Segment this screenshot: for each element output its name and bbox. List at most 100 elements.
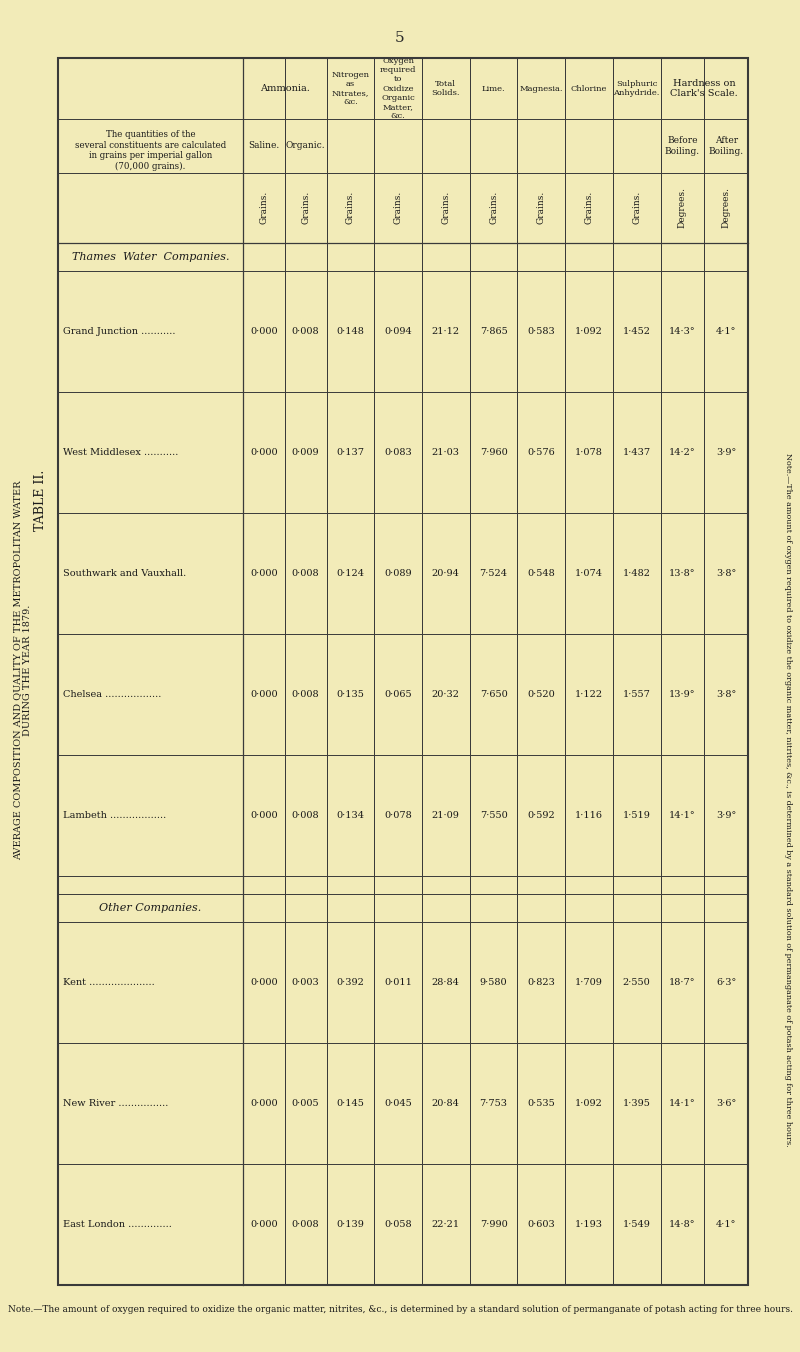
Text: 7·865: 7·865 [480, 327, 507, 337]
Text: 0·139: 0·139 [337, 1220, 364, 1229]
Text: East London ..............: East London .............. [63, 1220, 172, 1229]
Text: 0·000: 0·000 [250, 977, 278, 987]
Text: 1·122: 1·122 [575, 690, 603, 699]
Text: West Middlesex ...........: West Middlesex ........... [63, 448, 178, 457]
Text: 7·550: 7·550 [480, 811, 507, 821]
Text: 7·753: 7·753 [479, 1099, 507, 1109]
Text: Degrees.: Degrees. [678, 188, 687, 228]
Text: 1·116: 1·116 [575, 811, 603, 821]
Text: 0·058: 0·058 [384, 1220, 412, 1229]
Text: Oxygen
required
to
Oxidize
Organic
Matter,
&c.: Oxygen required to Oxidize Organic Matte… [380, 57, 416, 120]
Text: 1·557: 1·557 [622, 690, 650, 699]
Text: Organic.: Organic. [286, 142, 326, 150]
Text: 1·437: 1·437 [622, 448, 650, 457]
Text: 0·094: 0·094 [384, 327, 412, 337]
Text: 6·3°: 6·3° [716, 977, 736, 987]
Text: 0·000: 0·000 [250, 690, 278, 699]
Text: Grains.: Grains. [489, 191, 498, 224]
Text: 1·482: 1·482 [622, 569, 650, 579]
Text: 4·1°: 4·1° [716, 327, 736, 337]
Text: 7·524: 7·524 [479, 569, 507, 579]
Text: 13·8°: 13·8° [669, 569, 696, 579]
Text: Note.—The amount of oxygen required to oxidize the organic matter, nitrites, &c.: Note.—The amount of oxygen required to o… [7, 1306, 793, 1314]
Text: Thames  Water  Companies.: Thames Water Companies. [72, 251, 230, 262]
Text: 0·045: 0·045 [384, 1099, 412, 1109]
Text: 0·008: 0·008 [292, 569, 319, 579]
Text: 0·145: 0·145 [337, 1099, 364, 1109]
Text: Other Companies.: Other Companies. [99, 903, 202, 913]
Text: 22·21: 22·21 [432, 1220, 460, 1229]
Text: 14·1°: 14·1° [669, 811, 696, 821]
Text: 28·84: 28·84 [432, 977, 460, 987]
Text: 1·193: 1·193 [575, 1220, 603, 1229]
Text: 0·603: 0·603 [527, 1220, 555, 1229]
Text: 0·000: 0·000 [250, 1099, 278, 1109]
Text: 14·3°: 14·3° [669, 327, 696, 337]
Text: 14·8°: 14·8° [669, 1220, 696, 1229]
Text: After
Boiling.: After Boiling. [709, 137, 744, 155]
Text: 14·2°: 14·2° [669, 448, 696, 457]
Text: 2·550: 2·550 [622, 977, 650, 987]
Text: Grains.: Grains. [442, 191, 450, 224]
Text: 1·452: 1·452 [622, 327, 650, 337]
Text: 0·009: 0·009 [292, 448, 319, 457]
Text: TABLE II.: TABLE II. [34, 469, 46, 530]
Text: 0·520: 0·520 [527, 690, 555, 699]
Text: Nitrogen
as
Nitrates,
&c.: Nitrogen as Nitrates, &c. [331, 70, 370, 107]
Text: Grains.: Grains. [301, 191, 310, 224]
Text: 1·092: 1·092 [575, 1099, 603, 1109]
Text: 0·078: 0·078 [384, 811, 412, 821]
Text: 0·008: 0·008 [292, 811, 319, 821]
Text: 13·9°: 13·9° [669, 690, 696, 699]
Text: Grand Junction ...........: Grand Junction ........... [63, 327, 175, 337]
Text: 5: 5 [395, 31, 405, 45]
Text: 0·592: 0·592 [527, 811, 555, 821]
Text: 14·1°: 14·1° [669, 1099, 696, 1109]
Text: 0·065: 0·065 [384, 690, 412, 699]
Text: 0·011: 0·011 [384, 977, 412, 987]
Text: Grains.: Grains. [346, 191, 355, 224]
Text: 18·7°: 18·7° [669, 977, 696, 987]
Text: Kent .....................: Kent ..................... [63, 977, 154, 987]
Text: 0·823: 0·823 [527, 977, 555, 987]
Text: 0·576: 0·576 [527, 448, 555, 457]
Text: Lambeth ..................: Lambeth .................. [63, 811, 166, 821]
Text: 1·549: 1·549 [622, 1220, 650, 1229]
Text: 7·650: 7·650 [480, 690, 507, 699]
Text: 3·8°: 3·8° [716, 690, 736, 699]
Text: 0·000: 0·000 [250, 1220, 278, 1229]
Text: 20·94: 20·94 [432, 569, 460, 579]
Text: 3·8°: 3·8° [716, 569, 736, 579]
Text: Grains.: Grains. [259, 191, 268, 224]
Text: Chelsea ..................: Chelsea .................. [63, 690, 162, 699]
Text: 0·083: 0·083 [384, 448, 412, 457]
Text: Hardness on
Clark's Scale.: Hardness on Clark's Scale. [670, 78, 738, 99]
Text: 3·9°: 3·9° [716, 448, 736, 457]
Text: DURING THE YEAR 1879.: DURING THE YEAR 1879. [23, 604, 33, 735]
Text: 0·000: 0·000 [250, 327, 278, 337]
Text: 0·000: 0·000 [250, 448, 278, 457]
Text: 0·548: 0·548 [527, 569, 555, 579]
Text: 1·395: 1·395 [622, 1099, 650, 1109]
Text: Southwark and Vauxhall.: Southwark and Vauxhall. [63, 569, 186, 579]
Text: Lime.: Lime. [482, 85, 506, 92]
Text: 0·124: 0·124 [336, 569, 364, 579]
Text: Total
Solids.: Total Solids. [431, 80, 460, 97]
Text: Grains.: Grains. [632, 191, 641, 224]
Text: Saline.: Saline. [248, 142, 279, 150]
Text: 1·519: 1·519 [622, 811, 650, 821]
Text: Grains.: Grains. [585, 191, 594, 224]
Text: 21·09: 21·09 [432, 811, 460, 821]
Text: 0·000: 0·000 [250, 811, 278, 821]
Text: 7·990: 7·990 [480, 1220, 507, 1229]
Text: 3·6°: 3·6° [716, 1099, 736, 1109]
Text: 21·03: 21·03 [432, 448, 460, 457]
Text: 0·000: 0·000 [250, 569, 278, 579]
Text: 1·709: 1·709 [575, 977, 603, 987]
Text: 21·12: 21·12 [432, 327, 460, 337]
Text: Grains.: Grains. [537, 191, 546, 224]
Text: 20·84: 20·84 [432, 1099, 460, 1109]
Text: 3·9°: 3·9° [716, 811, 736, 821]
Text: 1·092: 1·092 [575, 327, 603, 337]
Text: Degrees.: Degrees. [722, 188, 730, 228]
